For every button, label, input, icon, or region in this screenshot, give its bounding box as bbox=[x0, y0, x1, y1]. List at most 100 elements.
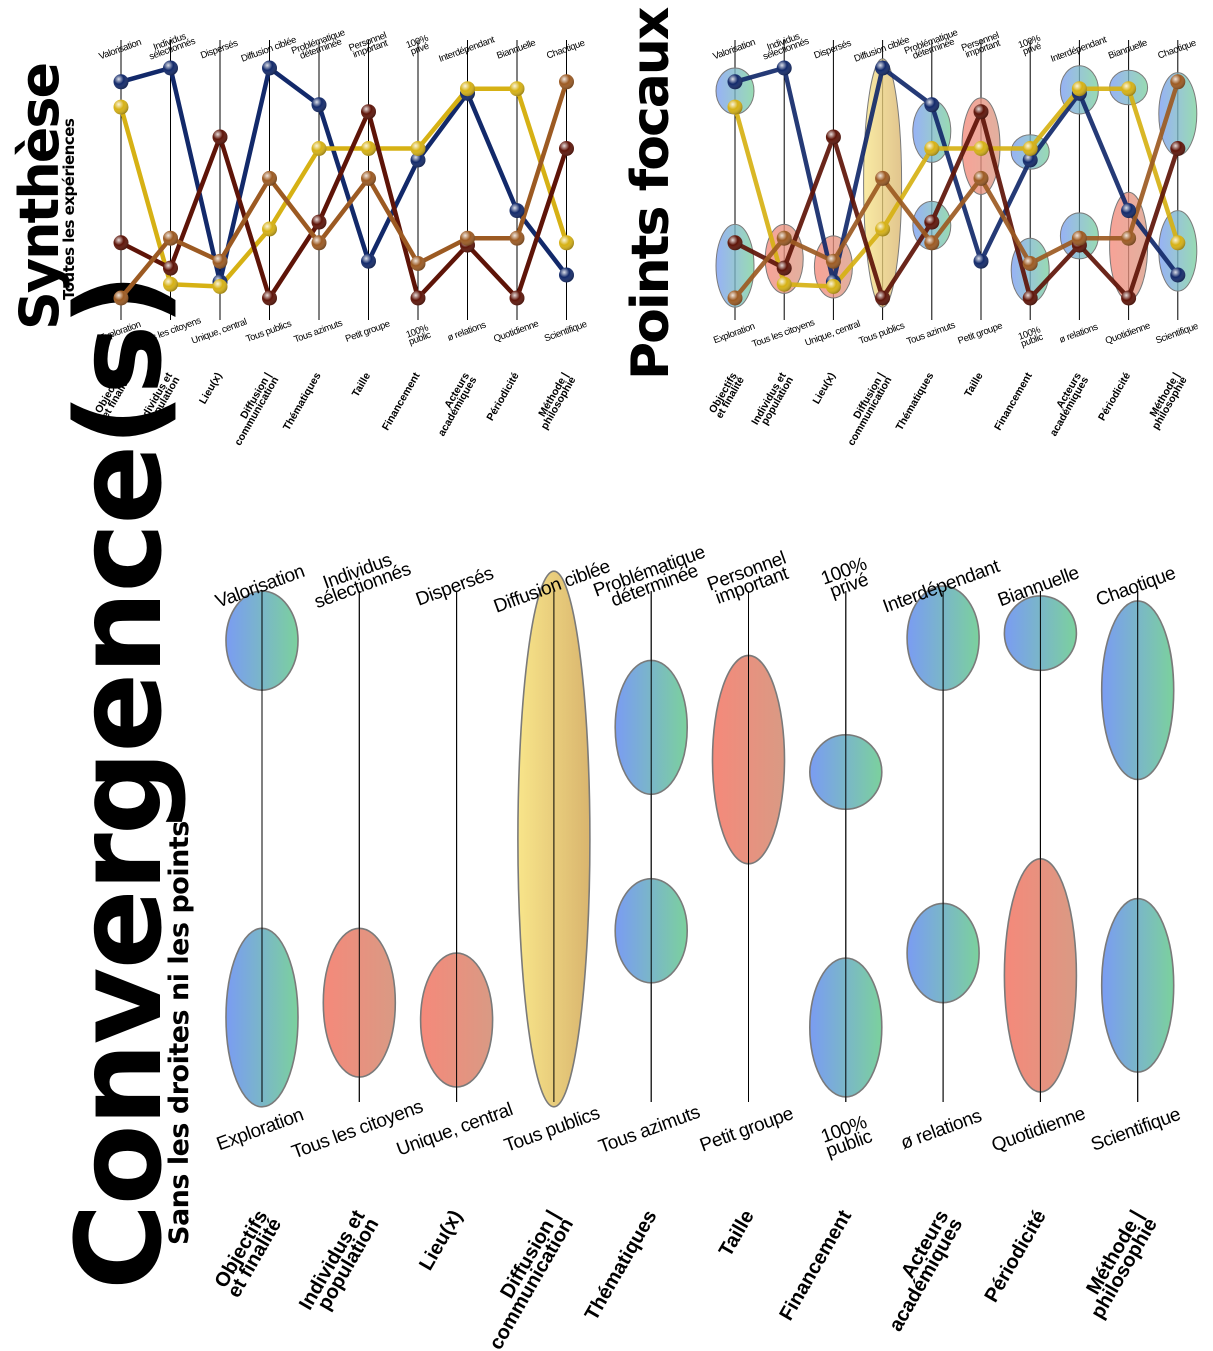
series-point-shading bbox=[113, 74, 129, 90]
top-pole-label: Personnelimportant bbox=[960, 30, 1003, 61]
series-point-shading bbox=[460, 81, 475, 97]
series-point-shading bbox=[1022, 141, 1038, 156]
bottom-pole-label: 100%public bbox=[1017, 324, 1046, 350]
top-pole-label-line: Interdépendant bbox=[437, 34, 496, 65]
dimension-label: Périodicité bbox=[1096, 370, 1133, 423]
dimension-label: Objectifset finalité bbox=[706, 370, 747, 420]
top-pole-label: Personnelimportant bbox=[705, 548, 794, 610]
series-point-shading bbox=[262, 170, 277, 186]
series-point-shading bbox=[113, 235, 129, 251]
bottom-pole-label-line: Quotidienne bbox=[989, 1103, 1088, 1156]
dimension-label: Méthode |philosophie bbox=[531, 370, 578, 431]
dimension-label-line: Périodicité bbox=[981, 1207, 1051, 1307]
top-pole-label-line: Valorisation bbox=[98, 37, 143, 62]
convergence-title: Convergence(s) bbox=[50, 275, 188, 1290]
series-point-shading bbox=[1022, 290, 1038, 306]
dimension-label-line: Lieu(x) bbox=[197, 371, 225, 407]
series-point-shading bbox=[1071, 81, 1087, 97]
series-point-shading bbox=[727, 235, 743, 251]
top-pole-label: Valorisation bbox=[98, 37, 143, 62]
top-pole-label: Diffusion ciblée bbox=[240, 35, 298, 65]
dimension-label: Acteursacadémiques bbox=[871, 1207, 967, 1336]
bottom-pole-label-line: Tous azimuts bbox=[292, 318, 344, 346]
dimension-label: Lieu(x) bbox=[415, 1207, 467, 1275]
bottom-pole-label: Tous publics bbox=[502, 1103, 603, 1157]
series-point-shading bbox=[776, 260, 792, 276]
top-pole-label-line: Chaotique bbox=[545, 38, 586, 62]
series-point-shading bbox=[973, 170, 989, 186]
bottom-pole-label-line: Quotidienne bbox=[1104, 320, 1152, 346]
series-point-shading bbox=[113, 290, 129, 306]
series-point-shading bbox=[1071, 230, 1087, 246]
dimension-label: Lieu(x) bbox=[810, 371, 838, 407]
series-point-shading bbox=[1121, 290, 1137, 306]
dimension-label: Individus etpopulation bbox=[295, 1206, 384, 1322]
dimension-label-line: Taille bbox=[962, 370, 986, 399]
points-focaux-title: Points focaux bbox=[621, 7, 681, 380]
series-point-shading bbox=[509, 203, 525, 219]
bottom-pole-label-line: Exploration bbox=[712, 321, 756, 346]
top-pole-label: Dispersés bbox=[413, 563, 496, 610]
dimension-label-line: Taille bbox=[350, 370, 374, 399]
bottom-pole-label-line: ø relations bbox=[446, 319, 488, 343]
series-point-shading bbox=[727, 99, 743, 115]
series-point-shading bbox=[727, 290, 743, 306]
series-point-shading bbox=[973, 253, 989, 269]
bottom-pole-label: ø relations bbox=[446, 319, 488, 343]
bottom-pole-label-line: Quotidienne bbox=[492, 318, 540, 344]
dimension-label: Méthode |philosophie bbox=[1143, 370, 1190, 431]
top-pole-label: Individussélectionnés bbox=[306, 545, 413, 614]
series-point-shading bbox=[163, 60, 178, 76]
series-point-shading bbox=[163, 276, 178, 292]
series-point-shading bbox=[875, 221, 891, 237]
bottom-pole-label-line: Tous publics bbox=[244, 318, 293, 345]
dimension-label: Diffusion |communication bbox=[471, 1207, 578, 1351]
series-line bbox=[118, 65, 569, 285]
convergence-subtitle: Sans les droites ni les points bbox=[164, 821, 195, 1245]
bottom-pole-label-line: Petit groupe bbox=[956, 321, 1004, 347]
dimension-label-line: Thématiques bbox=[281, 370, 324, 432]
dimension-label: Périodicité bbox=[981, 1207, 1051, 1307]
bottom-pole-label: Petit groupe bbox=[956, 321, 1004, 347]
dimension-label: Taille bbox=[715, 1207, 759, 1261]
bottom-pole-label-line: Tous publics bbox=[502, 1103, 603, 1157]
series-point-shading bbox=[311, 97, 327, 113]
dimension-label-line: Thématiques bbox=[894, 370, 937, 432]
series-point-shading bbox=[776, 60, 792, 76]
top-pole-label: Individussélectionnés bbox=[145, 28, 197, 62]
bottom-pole-label: ø relations bbox=[898, 1106, 984, 1155]
dimension-label-line: Périodicité bbox=[1096, 370, 1133, 423]
dimension-label-line: Lieu(x) bbox=[810, 371, 838, 407]
top-pole-label: Dispersés bbox=[199, 38, 240, 62]
series-point-shading bbox=[410, 256, 426, 271]
series-point-shading bbox=[1170, 74, 1186, 90]
series-line bbox=[732, 86, 1181, 289]
top-pole-label: Valorisation bbox=[712, 37, 757, 62]
bottom-pole-label: Scientifique bbox=[1154, 321, 1200, 347]
series-point-shading bbox=[113, 99, 129, 115]
series-point-shading bbox=[825, 279, 841, 294]
dimension-label: Taille bbox=[962, 370, 986, 399]
top-pole-label: 100%privé bbox=[1017, 33, 1046, 59]
bottom-pole-label: 100%public bbox=[818, 1112, 875, 1162]
series-point-shading bbox=[212, 253, 228, 269]
series-point-shading bbox=[559, 235, 574, 251]
series-point-shading bbox=[727, 74, 743, 90]
series-point-shading bbox=[1170, 235, 1186, 251]
dimension-label-line: Thématiques bbox=[581, 1207, 662, 1325]
bottom-pole-label: Tous azimuts bbox=[905, 320, 957, 348]
bottom-pole-label: Scientifique bbox=[543, 319, 589, 345]
bottom-pole-label-line: Scientifique bbox=[1088, 1104, 1183, 1156]
bottom-pole-label: 100%public bbox=[405, 322, 434, 348]
dimension-label-line: Financement bbox=[380, 370, 423, 433]
top-pole-label: Personnelimportant bbox=[347, 30, 390, 61]
top-pole-label: Dispersés bbox=[813, 38, 854, 62]
bottom-pole-label-line: Scientifique bbox=[543, 319, 589, 345]
bottom-pole-label-line: Tous azimuts bbox=[905, 320, 957, 348]
dimension-label: Thématiques bbox=[581, 1207, 662, 1325]
series-point-shading bbox=[559, 141, 574, 156]
series-point-shading bbox=[361, 141, 376, 156]
bottom-pole-label-line: Petit groupe bbox=[697, 1103, 796, 1156]
series-point-shading bbox=[410, 290, 426, 306]
